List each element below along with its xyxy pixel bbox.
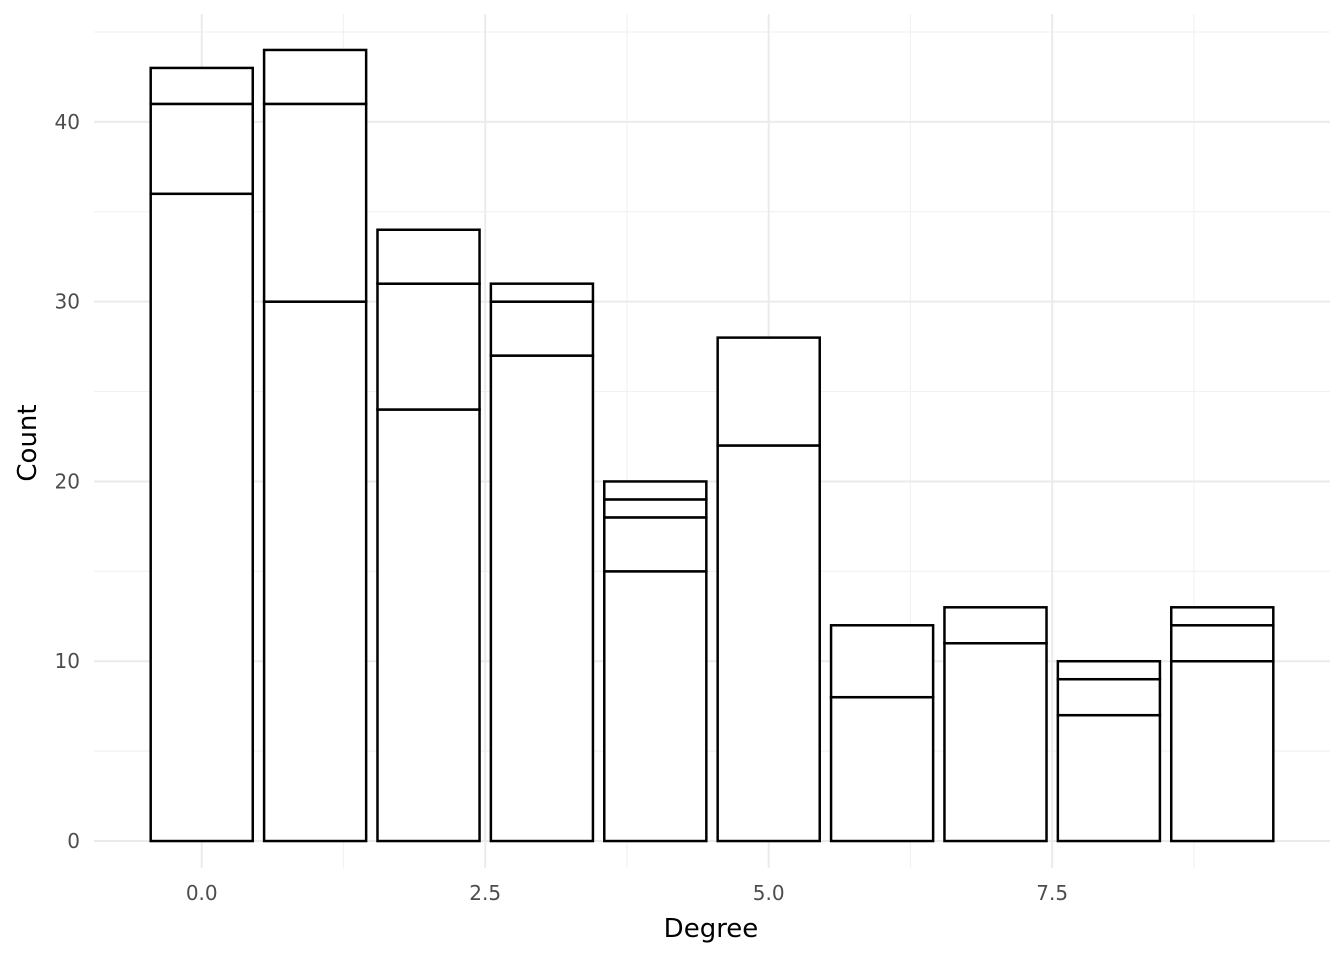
y-tick-label: 30 (55, 290, 80, 314)
bar-segment (1169, 606, 1275, 627)
y-tick-label: 10 (55, 649, 80, 673)
bar-segment (149, 102, 255, 196)
bar-group (829, 624, 935, 843)
y-tick-label: 0 (67, 829, 80, 853)
bar-group (149, 66, 255, 843)
bar-segment (603, 570, 708, 843)
x-tick-label: 7.5 (1036, 881, 1068, 905)
bar-group (943, 606, 1048, 843)
bar-segment (603, 516, 708, 573)
x-axis-title: Degree (664, 914, 759, 944)
bar-group (1169, 606, 1275, 843)
bar-group (603, 480, 708, 843)
y-axis-tick-labels: 0 10 20 30 40 (55, 110, 80, 853)
y-axis-title: Count (13, 404, 43, 481)
bar-segment (1056, 713, 1162, 843)
bar-group (716, 336, 821, 843)
bar-segment (376, 282, 481, 411)
bar-segment (603, 498, 708, 519)
x-tick-label: 5.0 (753, 881, 785, 905)
x-axis-tick-labels: 0.0 2.5 5.0 7.5 (186, 881, 1068, 905)
bar-segment (1056, 677, 1162, 717)
bar-group (489, 282, 595, 843)
bar-segment (829, 695, 935, 843)
x-tick-label: 0.0 (186, 881, 218, 905)
bar-segment (716, 444, 821, 843)
x-tick-label: 2.5 (469, 881, 501, 905)
bar-segment (489, 282, 595, 303)
bars (149, 48, 1275, 843)
bar-segment (716, 336, 821, 447)
bar-segment (489, 354, 595, 843)
bar-segment (943, 642, 1048, 843)
bar-segment (376, 228, 481, 285)
bar-group (262, 48, 368, 843)
y-tick-label: 20 (55, 469, 80, 493)
bar-group (1056, 659, 1162, 843)
bar-segment (489, 300, 595, 357)
bar-segment (943, 606, 1048, 645)
bar-segment (829, 624, 935, 699)
bar-segment (262, 300, 368, 843)
bar-segment (149, 192, 255, 843)
bar-group (376, 228, 481, 843)
bar-segment (1169, 659, 1275, 843)
bar-segment (262, 102, 368, 303)
bar-segment (1056, 659, 1162, 681)
y-tick-label: 40 (55, 110, 80, 134)
bar-segment (149, 66, 255, 106)
bar-segment (376, 408, 481, 843)
bar-segment (1169, 624, 1275, 663)
bar-segment (262, 48, 368, 106)
bar-segment (603, 480, 708, 501)
